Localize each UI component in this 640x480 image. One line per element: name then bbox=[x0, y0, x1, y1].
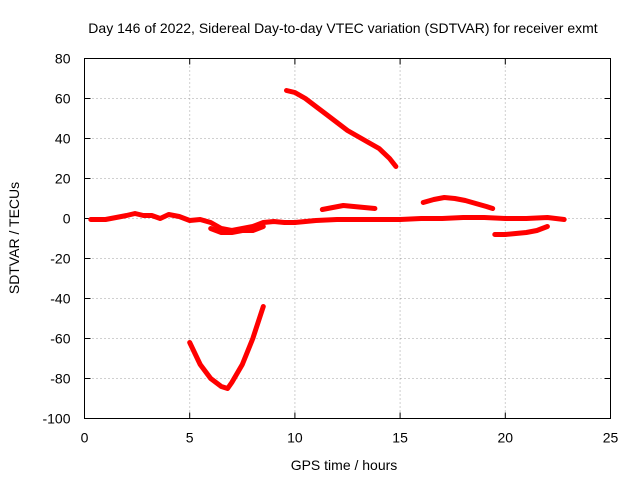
x-tick-label: 5 bbox=[186, 430, 194, 446]
y-tick-label: 60 bbox=[55, 91, 71, 107]
y-tick-label: -60 bbox=[50, 331, 70, 347]
series-main-band bbox=[88, 211, 567, 233]
y-tick-label: -80 bbox=[50, 371, 70, 387]
x-tick-label: 15 bbox=[392, 430, 408, 446]
plot-area bbox=[84, 58, 611, 419]
series-tail-20-22 bbox=[492, 224, 550, 237]
series-hump-11-14 bbox=[319, 203, 378, 212]
y-tick-label: -40 bbox=[50, 291, 70, 307]
y-tick-label: 80 bbox=[55, 51, 71, 67]
series-high-arc bbox=[284, 88, 399, 169]
x-axis-label: GPS time / hours bbox=[291, 457, 398, 473]
x-tick-label: 10 bbox=[287, 430, 303, 446]
series-deep-dip bbox=[187, 304, 266, 391]
series-layer bbox=[88, 88, 567, 391]
series-dip-lower bbox=[208, 224, 266, 235]
y-tick-label: 20 bbox=[55, 171, 71, 187]
y-tick-label: 40 bbox=[55, 131, 71, 147]
grid bbox=[84, 58, 611, 419]
y-tick-label: -20 bbox=[50, 251, 70, 267]
y-axis-label: SDTVAR / TECUs bbox=[6, 182, 22, 294]
x-tick-label: 20 bbox=[498, 430, 514, 446]
axis-ticks: 0 5 10 15 20 25 -100 -80 -60 -40 -20 0 20 40 60 80 bbox=[42, 51, 618, 446]
chart-title: Day 146 of 2022, Sidereal Day-to-day VTE… bbox=[88, 20, 597, 36]
x-tick-label: 0 bbox=[81, 430, 89, 446]
y-tick-label: 0 bbox=[63, 211, 71, 227]
series-hump-16-19 bbox=[420, 195, 496, 211]
y-tick-label: -100 bbox=[42, 411, 70, 427]
x-tick-label: 25 bbox=[603, 430, 619, 446]
